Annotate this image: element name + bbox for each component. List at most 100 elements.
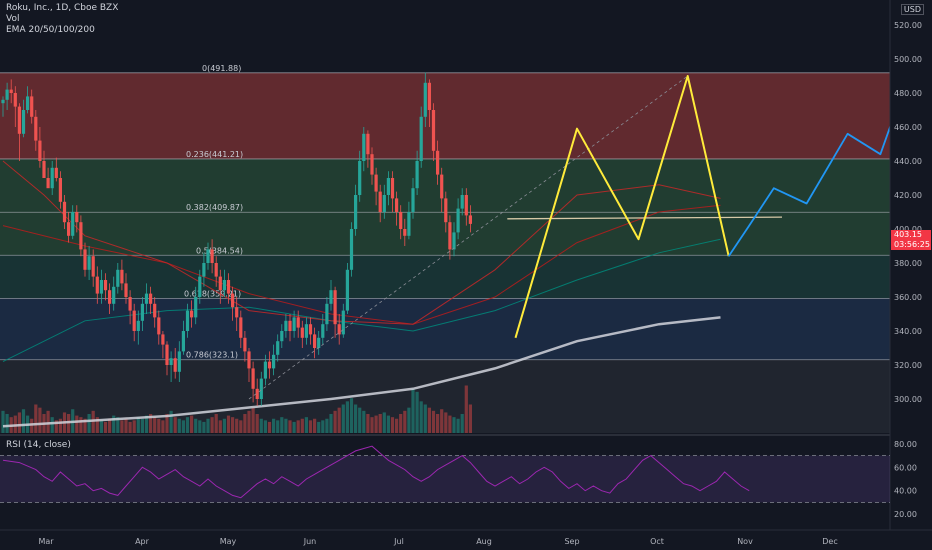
rsi-label[interactable]: RSI (14, close) [6,440,71,450]
rsi-band [0,455,890,503]
volume-bar [120,420,124,433]
volume-bar [108,418,112,433]
volume-bar [87,414,91,433]
volume-bar [448,415,452,433]
fib-label-5: 0.786(323.1) [186,351,238,360]
rsi-y-tick-label: 80.00 [894,440,917,449]
candle-body [198,276,202,297]
candle-body [103,280,108,291]
candle-body [42,161,46,178]
x-tick-label: Jul [393,537,404,546]
candle-body [276,341,280,355]
x-tick-label: Dec [822,537,837,546]
last-price: 403.15 [894,230,922,239]
y-tick-label: 300.00 [894,395,922,404]
candle-body [54,167,58,178]
volume-bar [403,410,407,433]
volume-bar [345,401,349,433]
y-tick-label: 500.00 [894,55,922,64]
candle-body [247,351,251,369]
candle-body [157,317,161,335]
volume-bar [190,415,194,433]
candle-body [190,310,194,318]
candle-body [280,331,284,342]
candle-body [251,368,255,389]
candle-body [317,337,321,348]
candle-body [313,334,317,348]
candle-body [452,232,456,250]
candle-body [218,276,222,291]
volume-bar [370,417,374,433]
projection-line [727,38,923,257]
y-tick-label: 360.00 [894,293,922,302]
volume-bar [308,420,313,433]
candle-body [214,263,218,277]
y-tick-label: 320.00 [894,361,922,370]
x-tick-label: Aug [476,537,492,546]
volume-bar [161,420,165,433]
ema-line-0 [2,316,721,428]
candle-body [460,195,464,209]
volume-bar [144,415,149,433]
currency-label[interactable]: USD [900,4,924,15]
volume-label[interactable]: Vol [6,14,20,24]
candle-body [395,198,399,212]
candle-body [120,269,124,284]
volume-bar [300,418,304,433]
volume-bar [17,412,21,433]
volume-bar [358,407,362,433]
volume-bar [21,409,26,433]
volume-bar [239,420,243,433]
candle-body [161,334,165,345]
volume-bar [149,414,153,433]
fib-label-0: 0(491.88) [202,64,241,73]
volume-bar [181,420,185,433]
candle-body [390,178,395,199]
volume-bar [313,418,317,433]
candle-body [75,212,79,223]
volume-bar [321,420,325,433]
candle-body [403,229,407,236]
candle-body [456,208,460,233]
volume-bar [226,415,231,433]
candle-body [423,82,427,117]
volume-bar [423,404,427,433]
x-tick-label: Sep [564,537,579,546]
volume-bar [243,414,247,433]
candle-body [165,344,169,365]
volume-bar [38,407,42,433]
volume-bar [91,410,95,433]
volume-bar [415,391,419,433]
volume-bar [185,417,190,433]
candle-body [321,324,325,338]
volume-bar [198,420,202,433]
x-tick-label: Oct [650,537,664,546]
volume-bar [231,417,235,433]
y-tick-label: 480.00 [894,89,922,98]
volume-bar [259,418,263,433]
volume-bar [54,420,58,433]
candle-body [378,191,382,212]
ema-label[interactable]: EMA 20/50/100/200 [6,25,95,35]
volume-bar [399,414,403,433]
volume-bar [456,418,460,433]
volume-bar [235,418,239,433]
rsi-y-tick-label: 60.00 [894,463,917,472]
volume-bar [218,420,222,433]
volume-bar [440,409,444,433]
symbol-title[interactable]: Roku, Inc., 1D, Cboe BZX [6,3,119,13]
volume-bar [247,410,251,433]
ema-line-1 [2,238,721,363]
volume-bar [317,421,321,433]
candle-body [50,167,54,189]
volume-bar [267,421,272,433]
volume-bar [284,418,288,433]
volume-bar [263,420,267,433]
candle-body [448,222,452,250]
volume-bar [288,420,292,433]
y-tick-label: 420.00 [894,191,922,200]
candle-body [431,110,436,151]
volume-bar [390,417,395,433]
